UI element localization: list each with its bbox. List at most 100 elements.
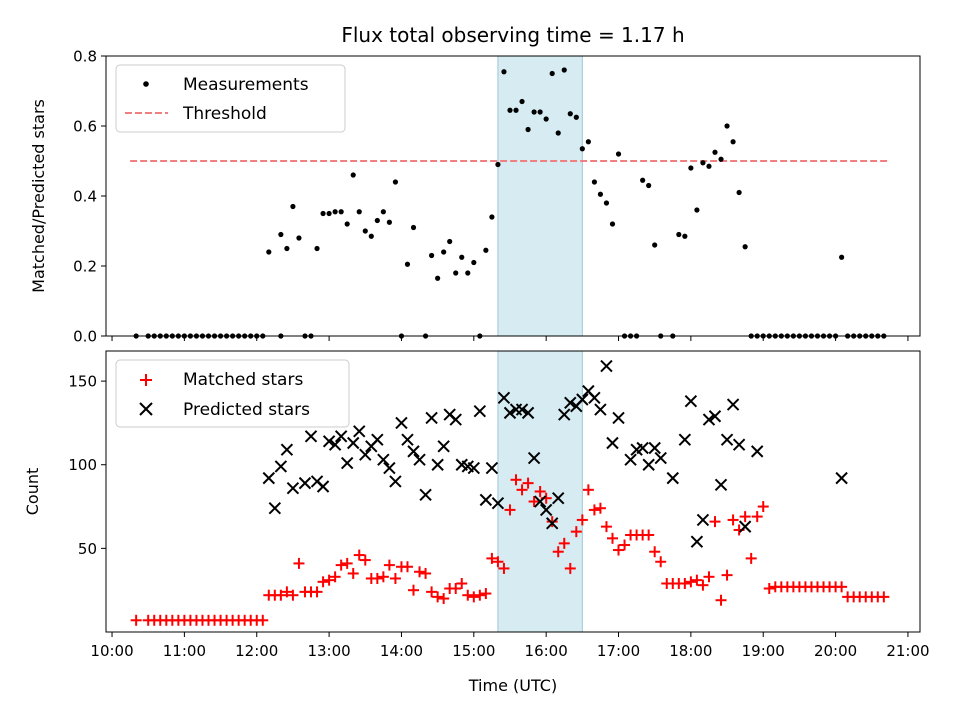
measurement-point xyxy=(459,254,465,260)
measurement-point xyxy=(344,221,350,227)
y-tick-label: 100 xyxy=(68,456,97,474)
x-tick-label: 15:00 xyxy=(452,642,495,660)
matched-star-point xyxy=(745,552,757,564)
predicted-star-point xyxy=(624,453,637,466)
matched-star-point xyxy=(721,569,733,581)
predicted-star-point xyxy=(515,403,529,416)
measurement-point xyxy=(591,179,598,185)
predicted-star-point xyxy=(479,493,493,507)
measurement-point xyxy=(513,107,519,113)
predicted-star-point xyxy=(726,398,740,411)
predicted-star-point xyxy=(576,393,589,406)
predicted-star-point xyxy=(473,405,487,418)
measurement-point xyxy=(555,130,561,136)
matched-star-point xyxy=(401,561,413,573)
bottom-legend: Matched stars Predicted stars xyxy=(115,359,350,428)
legend-measurements-label: Measurements xyxy=(183,75,309,95)
measurement-point xyxy=(742,244,748,250)
measurement-point xyxy=(435,275,441,281)
predicted-star-point xyxy=(437,440,450,453)
predicted-star-point xyxy=(552,491,565,505)
predicted-star-point xyxy=(389,475,402,488)
matched-star-point xyxy=(582,484,594,496)
predicted-star-point xyxy=(750,445,764,458)
matched-star-point xyxy=(564,562,576,574)
predicted-star-point xyxy=(304,430,318,443)
matched-star-point xyxy=(468,591,480,603)
predicted-star-point xyxy=(835,471,848,485)
matched-star-point xyxy=(438,593,450,605)
matched-star-point xyxy=(757,501,769,513)
matched-star-point xyxy=(130,614,142,626)
matched-star-point xyxy=(377,571,389,583)
measurement-point xyxy=(441,249,447,255)
predicted-star-point xyxy=(407,445,420,458)
x-tick-label: 18:00 xyxy=(669,642,712,660)
matched-star-point xyxy=(293,557,305,569)
predicted-star-point xyxy=(696,513,710,527)
legend-predicted-label: Predicted stars xyxy=(183,400,310,420)
measurement-point xyxy=(676,231,682,238)
predicted-star-point xyxy=(334,430,348,443)
measurement-point xyxy=(531,109,537,115)
y-tick-label: 0.2 xyxy=(73,258,97,276)
x-tick-label: 16:00 xyxy=(525,642,568,660)
matched-star-point xyxy=(613,544,625,556)
matched-star-point xyxy=(317,576,329,588)
predicted-star-points xyxy=(262,359,848,548)
matched-star-point xyxy=(323,574,335,586)
predicted-star-point xyxy=(678,433,692,446)
measurement-point xyxy=(543,116,549,122)
predicted-star-point xyxy=(286,481,300,495)
matched-star-point xyxy=(534,486,546,497)
matched-star-point xyxy=(685,576,697,588)
matched-star-point xyxy=(576,514,588,526)
matched-star-point xyxy=(389,572,401,584)
measurement-point xyxy=(392,179,399,185)
predicted-star-point xyxy=(684,394,698,408)
matched-star-point xyxy=(353,549,365,561)
matched-star-point xyxy=(522,477,534,489)
measurement-point xyxy=(549,70,555,77)
predicted-star-point xyxy=(533,495,547,508)
y-tick-label: 50 xyxy=(78,540,97,558)
measurement-point xyxy=(495,161,501,168)
matched-star-point xyxy=(408,584,420,596)
matched-star-point xyxy=(371,572,383,584)
predicted-star-point xyxy=(268,502,282,515)
matched-star-point xyxy=(474,589,486,601)
measurement-point xyxy=(320,210,326,217)
measurement-point xyxy=(609,221,616,227)
measurement-point xyxy=(362,228,368,234)
predicted-star-point xyxy=(642,458,655,471)
legend-matched-label: Matched stars xyxy=(183,370,303,390)
predicted-star-point xyxy=(594,403,607,416)
predicted-star-point xyxy=(328,438,342,451)
predicted-star-point xyxy=(359,448,372,461)
measurement-point xyxy=(266,249,272,255)
predicted-star-point xyxy=(738,520,752,533)
matched-star-point xyxy=(546,516,558,528)
x-tick-label: 21:00 xyxy=(886,642,929,660)
matched-star-point xyxy=(347,567,359,579)
measurement-point xyxy=(471,259,477,266)
measurement-point xyxy=(736,189,742,196)
predicted-star-point xyxy=(449,413,462,426)
measurement-point xyxy=(356,209,362,215)
x-tick-label: 11:00 xyxy=(163,642,206,660)
matched-star-point xyxy=(679,577,691,589)
measurement-point xyxy=(694,207,700,213)
measurement-point xyxy=(453,270,459,276)
predicted-star-point xyxy=(558,408,571,421)
predicted-star-point xyxy=(708,410,722,423)
matched-star-point xyxy=(709,516,721,528)
predicted-star-point xyxy=(521,406,535,420)
measurement-point xyxy=(447,238,453,245)
predicted-star-point xyxy=(539,503,553,517)
x-axis-label: Time (UTC) xyxy=(468,676,557,695)
measurement-point xyxy=(380,209,386,215)
predicted-star-point xyxy=(383,461,396,475)
predicted-star-point xyxy=(395,416,408,430)
